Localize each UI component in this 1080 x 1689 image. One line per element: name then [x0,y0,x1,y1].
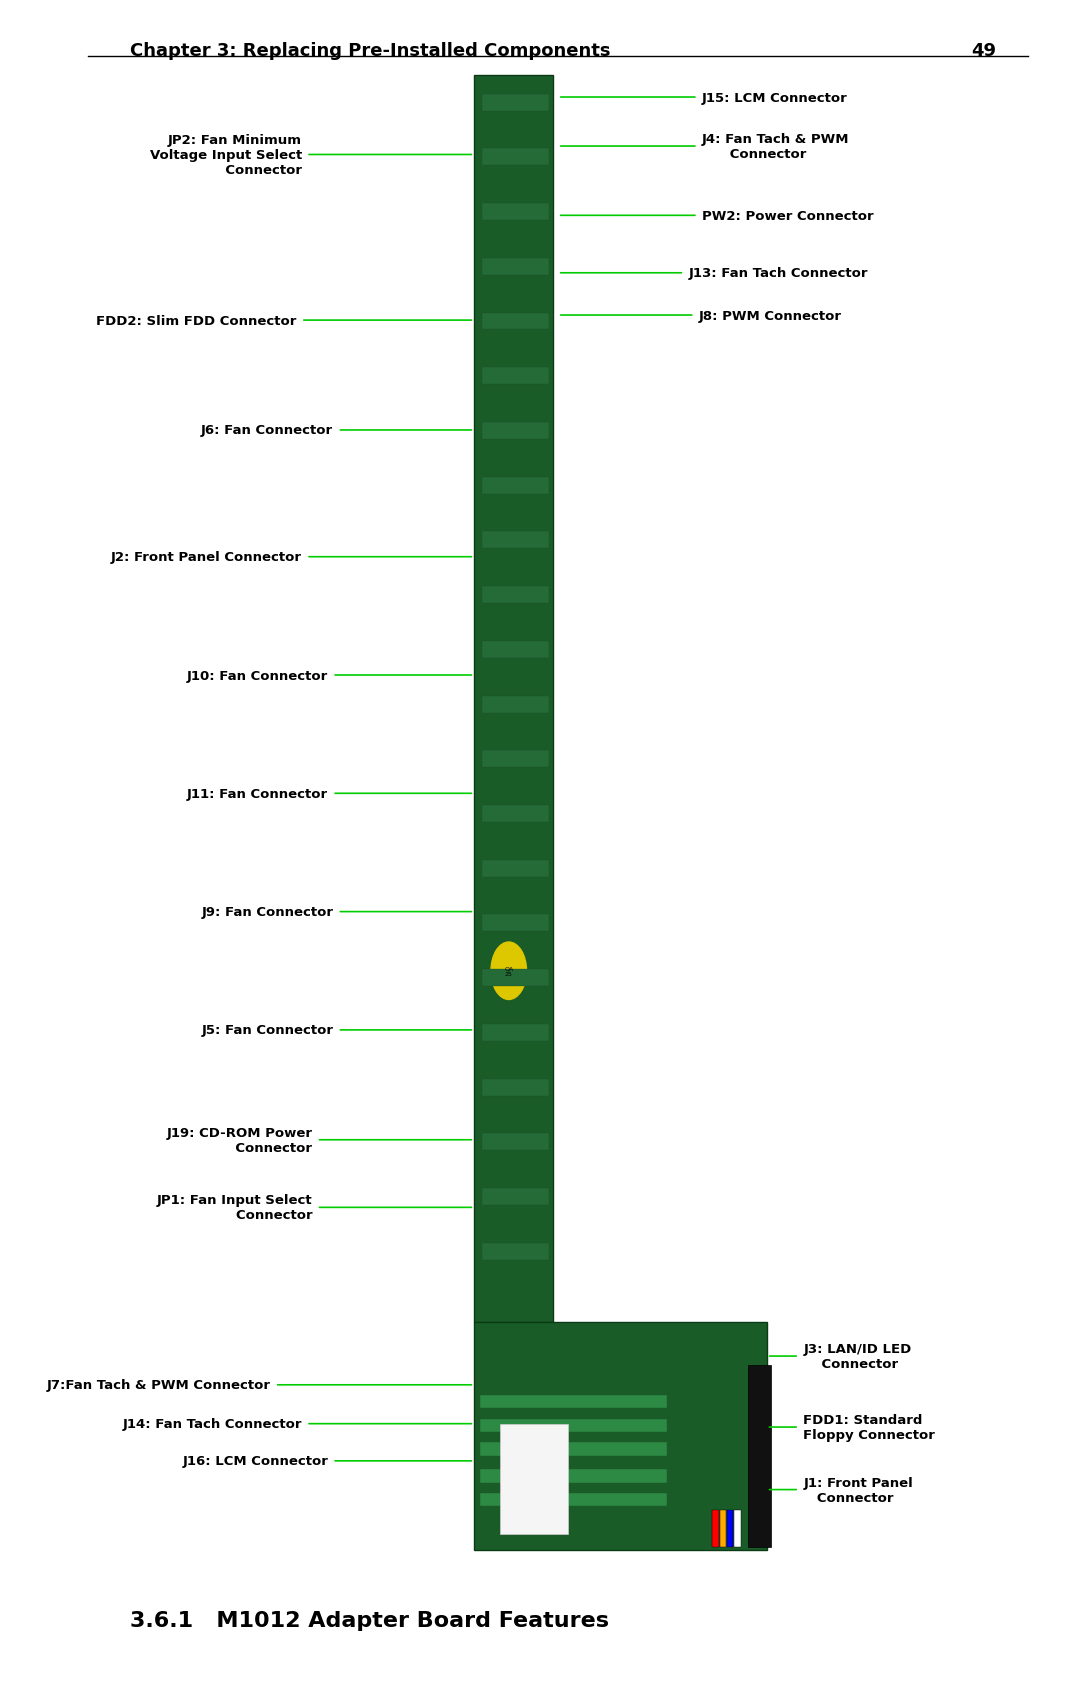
Text: JP2: Fan Minimum
Voltage Input Select
       Connector: JP2: Fan Minimum Voltage Input Select Co… [150,133,302,177]
Bar [482,1189,550,1206]
Text: 3.6.1   M1012 Adapter Board Features: 3.6.1 M1012 Adapter Board Features [130,1610,609,1630]
Text: J8: PWM Connector: J8: PWM Connector [699,309,841,323]
Bar [482,532,550,549]
Circle shape [491,942,527,1000]
Text: PW2: Power Connector: PW2: Power Connector [702,209,874,223]
Bar [719,1510,726,1547]
Text: JP1: Fan Input Select
        Connector: JP1: Fan Input Select Connector [157,1194,312,1221]
Bar [482,1243,550,1260]
Text: J7:Fan Tach & PWM Connector: J7:Fan Tach & PWM Connector [46,1378,271,1392]
Bar [482,1024,550,1040]
Text: FDD2: Slim FDD Connector: FDD2: Slim FDD Connector [96,314,297,328]
Text: J13: Fan Tach Connector: J13: Fan Tach Connector [688,267,868,280]
Text: J10: Fan Connector: J10: Fan Connector [187,669,328,682]
Bar [713,1510,718,1547]
Text: Chapter 3: Replacing Pre-Installed Components: Chapter 3: Replacing Pre-Installed Compo… [130,42,610,61]
Text: J2: Front Panel Connector: J2: Front Panel Connector [111,551,302,564]
Bar [482,969,550,986]
Text: J3: LAN/ID LED
    Connector: J3: LAN/ID LED Connector [804,1343,912,1370]
Bar [482,314,550,331]
Bar [480,1442,667,1456]
Bar [482,368,550,385]
Bar [480,1419,667,1432]
Text: J1: Front Panel
   Connector: J1: Front Panel Connector [804,1476,913,1503]
Text: J9: Fan Connector: J9: Fan Connector [201,905,334,919]
Bar [482,752,550,768]
Bar [480,1493,667,1507]
Bar [748,1365,771,1547]
Text: FDD1: Standard
Floppy Connector: FDD1: Standard Floppy Connector [804,1414,935,1441]
Bar [482,149,550,166]
Bar [480,1469,667,1483]
Bar [500,1424,568,1534]
Bar [482,586,550,603]
Text: J15: LCM Connector: J15: LCM Connector [702,91,848,105]
Bar [482,915,550,932]
Text: J5: Fan Connector: J5: Fan Connector [201,1024,334,1037]
Bar [474,1322,767,1551]
Bar [480,1395,667,1409]
Text: J19: CD-ROM Power
       Connector: J19: CD-ROM Power Connector [166,1127,312,1154]
Text: J6: Fan Connector: J6: Fan Connector [201,424,334,437]
Bar [734,1510,741,1547]
Bar [727,1510,733,1547]
Bar [482,696,550,713]
Text: QA
25: QA 25 [504,966,513,976]
Bar [482,258,550,275]
Bar [474,76,553,1322]
Text: J11: Fan Connector: J11: Fan Connector [187,787,328,801]
Text: J16: LCM Connector: J16: LCM Connector [183,1454,328,1468]
Bar [482,806,550,823]
Text: J4: Fan Tach & PWM
      Connector: J4: Fan Tach & PWM Connector [702,133,850,160]
Bar [482,95,550,111]
Text: J14: Fan Tach Connector: J14: Fan Tach Connector [122,1417,302,1431]
Bar [482,478,550,495]
Text: 49: 49 [971,42,997,61]
Bar [482,1079,550,1096]
Bar [482,422,550,439]
Bar [482,860,550,877]
Bar [482,642,550,659]
Bar [482,204,550,221]
Bar [482,1133,550,1150]
